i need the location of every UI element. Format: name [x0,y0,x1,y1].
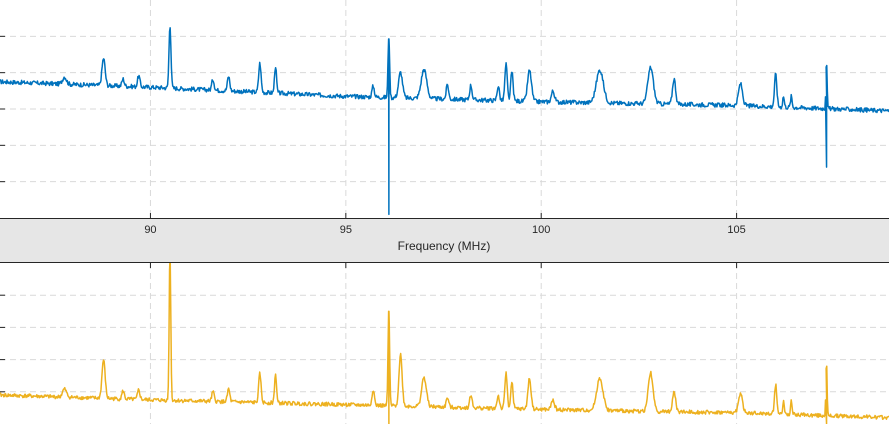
x-tick-label: 90 [144,224,157,236]
x-tick-label: 105 [727,224,746,236]
series-line [0,27,889,216]
top-axes [0,0,889,219]
series-line [0,263,889,424]
x-tick-label: 95 [339,224,352,236]
x-axis-label: Frequency (MHz) [397,239,491,253]
bottom-axes [0,262,889,424]
x-tick-label: 100 [532,224,551,236]
bottom-plot [0,263,889,424]
top-plot [0,0,889,218]
